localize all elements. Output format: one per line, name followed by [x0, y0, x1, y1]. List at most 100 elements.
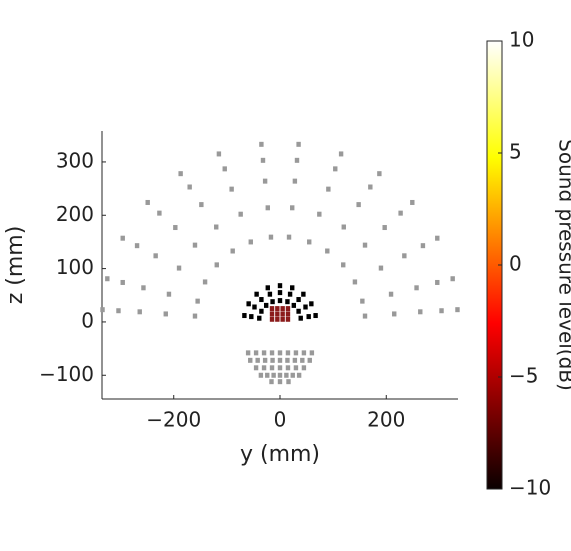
point [326, 186, 331, 192]
point [317, 211, 322, 217]
point [120, 279, 125, 285]
point [268, 234, 274, 240]
point [275, 306, 280, 312]
point [229, 186, 234, 192]
point [238, 211, 243, 217]
point [275, 311, 280, 317]
point [192, 242, 198, 248]
point [269, 311, 275, 317]
point [313, 313, 318, 319]
point [254, 291, 259, 297]
point [309, 301, 314, 307]
point [377, 171, 382, 177]
point [341, 224, 346, 230]
point [277, 290, 283, 296]
point [352, 279, 358, 285]
point [214, 262, 219, 268]
point [222, 166, 227, 172]
point [252, 304, 257, 310]
x-tick-label: 200 [367, 408, 405, 432]
point [439, 308, 444, 314]
point [271, 372, 276, 378]
point [277, 357, 283, 363]
point [263, 302, 269, 308]
colorbar-label: Sound pressure level(dB) [555, 139, 571, 391]
point [105, 276, 110, 282]
point [187, 184, 192, 190]
point [296, 297, 301, 303]
point [333, 166, 338, 172]
point [261, 350, 267, 356]
point [307, 357, 312, 363]
y-tick-label: 0 [81, 308, 94, 332]
x-axis-label: y (mm) [240, 442, 320, 467]
point [285, 311, 291, 317]
point [277, 365, 283, 371]
point [141, 285, 146, 291]
point [298, 315, 303, 321]
point [199, 202, 204, 208]
point [258, 372, 264, 378]
point [290, 205, 295, 211]
point [338, 151, 344, 157]
point [269, 365, 275, 371]
point [192, 313, 198, 319]
point [420, 243, 426, 249]
point [296, 141, 301, 147]
point [450, 276, 455, 282]
point [392, 311, 397, 317]
point [137, 309, 142, 315]
point [262, 178, 268, 184]
y-tick-label: 300 [56, 148, 94, 172]
point [257, 315, 262, 321]
point [255, 357, 260, 363]
point [277, 283, 283, 289]
point [176, 265, 182, 271]
point [301, 350, 307, 356]
point [301, 291, 306, 297]
x-tick-label: −200 [146, 408, 201, 432]
point [414, 285, 419, 291]
point [277, 372, 283, 378]
point [253, 350, 259, 356]
point [290, 372, 295, 378]
point [435, 279, 440, 285]
point [286, 379, 291, 385]
point [277, 379, 283, 385]
point [306, 314, 311, 320]
point [285, 357, 290, 363]
point [248, 357, 253, 363]
point [280, 311, 285, 317]
point [259, 308, 264, 314]
colorbar-tick-label: −5 [509, 364, 538, 388]
point [292, 357, 298, 363]
point [285, 350, 291, 356]
y-tick-label: 100 [56, 255, 94, 279]
point [269, 350, 275, 356]
point [300, 357, 305, 363]
point [116, 308, 121, 314]
point [362, 313, 368, 319]
point [362, 242, 368, 248]
point [163, 311, 168, 317]
point [260, 157, 266, 163]
point [153, 253, 158, 259]
point [246, 301, 251, 307]
point [202, 279, 208, 285]
point [280, 306, 285, 312]
point [309, 350, 315, 356]
point [277, 298, 283, 304]
point [261, 365, 267, 371]
colorbar-tick-label: −10 [509, 476, 551, 500]
y-axis-label: z (mm) [3, 226, 28, 305]
point [280, 316, 285, 322]
point [249, 314, 254, 320]
point [265, 285, 270, 291]
point [265, 372, 270, 378]
point [292, 178, 298, 184]
point [277, 350, 283, 356]
point [120, 235, 125, 241]
point [285, 299, 290, 305]
point [267, 291, 273, 297]
